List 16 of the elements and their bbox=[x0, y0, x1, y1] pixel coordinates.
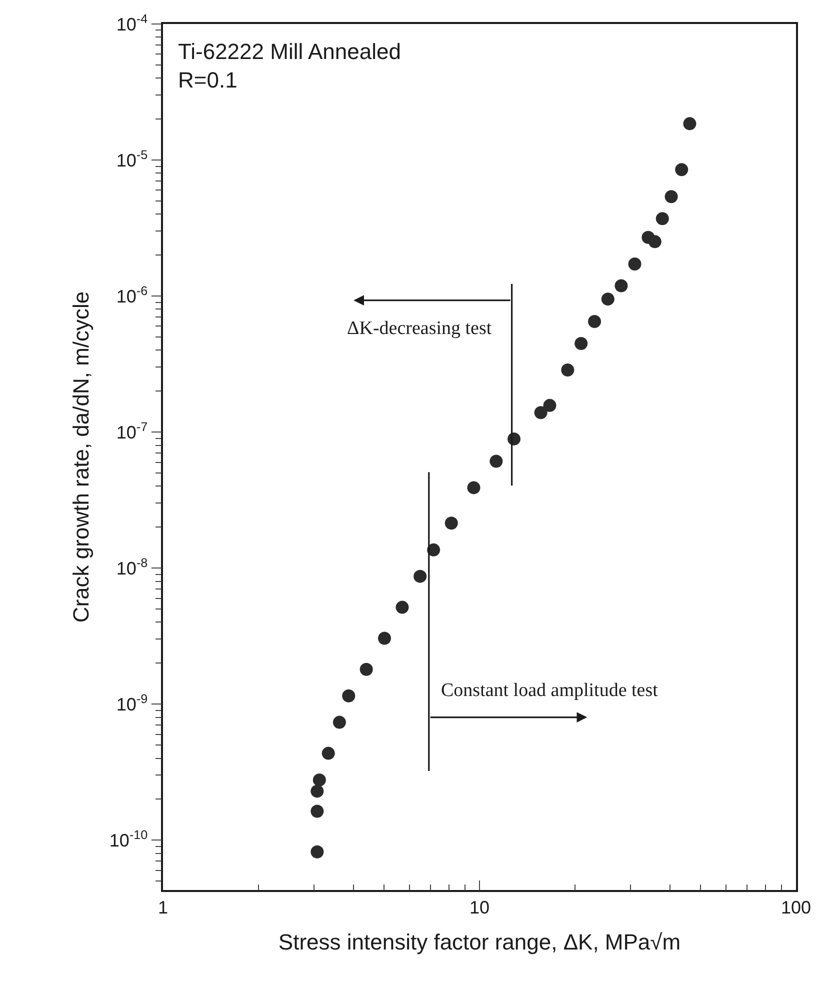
x-tick-label: 1 bbox=[158, 897, 168, 918]
y-tick-label: 10$^{-5}$ bbox=[116, 148, 148, 170]
annotation: Constant load amplitude test bbox=[441, 680, 659, 701]
y-tick-label: 10$^{-9}$ bbox=[116, 692, 148, 714]
y-tick-label: 10$^{-10}$ bbox=[109, 828, 148, 850]
y-tick-label: 10$^{-8}$ bbox=[116, 556, 148, 578]
text: Ti-62222 Mill Annealed bbox=[178, 39, 401, 64]
x-tick-label: 100 bbox=[780, 897, 812, 918]
x-axis-title: Stress intensity factor range, ΔK, MPa√m bbox=[278, 930, 681, 955]
annotation: ΔK-decreasing test bbox=[347, 318, 492, 339]
y-tick-label: 10$^{-7}$ bbox=[116, 420, 148, 442]
y-tick-label: 10$^{-6}$ bbox=[116, 284, 148, 306]
x-tick-label: 10 bbox=[469, 897, 490, 918]
text: R=0.1 bbox=[178, 68, 238, 93]
y-tick-label: 10$^{-4}$ bbox=[116, 12, 148, 34]
y-axis-title: Crack growth rate, da/dN, m/cycle bbox=[68, 291, 94, 623]
